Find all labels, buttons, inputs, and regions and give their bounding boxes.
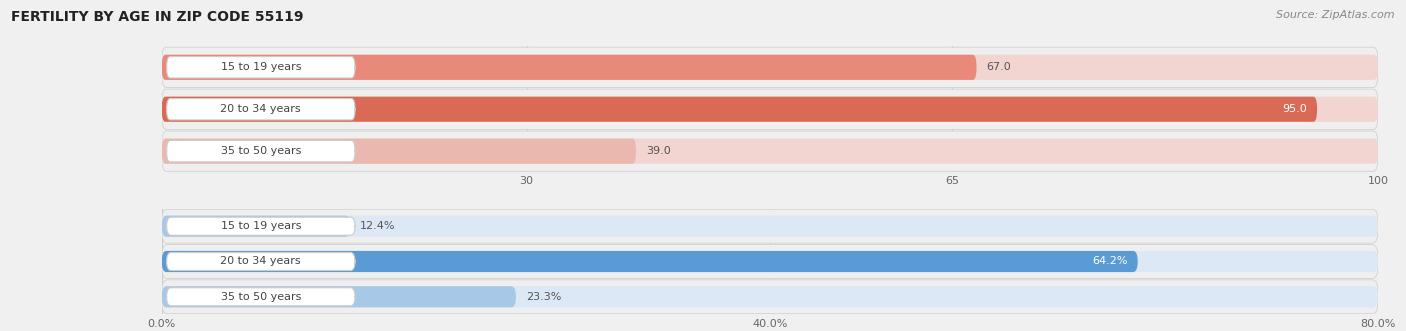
FancyBboxPatch shape xyxy=(162,215,350,237)
FancyBboxPatch shape xyxy=(162,47,1378,87)
FancyBboxPatch shape xyxy=(162,251,1137,272)
FancyBboxPatch shape xyxy=(166,288,356,306)
FancyBboxPatch shape xyxy=(166,99,356,120)
FancyBboxPatch shape xyxy=(162,215,1378,237)
FancyBboxPatch shape xyxy=(166,57,356,78)
FancyBboxPatch shape xyxy=(162,55,1378,80)
FancyBboxPatch shape xyxy=(162,97,1378,122)
FancyBboxPatch shape xyxy=(162,280,1378,314)
FancyBboxPatch shape xyxy=(162,55,977,80)
Text: 15 to 19 years: 15 to 19 years xyxy=(221,221,301,231)
Text: Source: ZipAtlas.com: Source: ZipAtlas.com xyxy=(1277,10,1395,20)
Text: 67.0: 67.0 xyxy=(986,62,1011,72)
Text: 15 to 19 years: 15 to 19 years xyxy=(221,62,301,72)
FancyBboxPatch shape xyxy=(162,89,1378,129)
Text: 35 to 50 years: 35 to 50 years xyxy=(221,292,301,302)
FancyBboxPatch shape xyxy=(162,245,1378,278)
FancyBboxPatch shape xyxy=(162,139,1378,164)
Text: 23.3%: 23.3% xyxy=(526,292,561,302)
Text: 35 to 50 years: 35 to 50 years xyxy=(221,146,301,156)
Text: FERTILITY BY AGE IN ZIP CODE 55119: FERTILITY BY AGE IN ZIP CODE 55119 xyxy=(11,10,304,24)
FancyBboxPatch shape xyxy=(162,139,636,164)
Text: 39.0: 39.0 xyxy=(645,146,671,156)
FancyBboxPatch shape xyxy=(162,286,1378,307)
FancyBboxPatch shape xyxy=(162,209,1378,243)
FancyBboxPatch shape xyxy=(162,131,1378,171)
FancyBboxPatch shape xyxy=(166,253,356,270)
FancyBboxPatch shape xyxy=(162,251,1378,272)
FancyBboxPatch shape xyxy=(162,97,1317,122)
Text: 12.4%: 12.4% xyxy=(360,221,395,231)
Text: 20 to 34 years: 20 to 34 years xyxy=(221,257,301,266)
FancyBboxPatch shape xyxy=(162,286,516,307)
FancyBboxPatch shape xyxy=(166,217,356,235)
FancyBboxPatch shape xyxy=(166,140,356,162)
Text: 20 to 34 years: 20 to 34 years xyxy=(221,104,301,114)
Text: 64.2%: 64.2% xyxy=(1092,257,1128,266)
Text: 95.0: 95.0 xyxy=(1282,104,1308,114)
